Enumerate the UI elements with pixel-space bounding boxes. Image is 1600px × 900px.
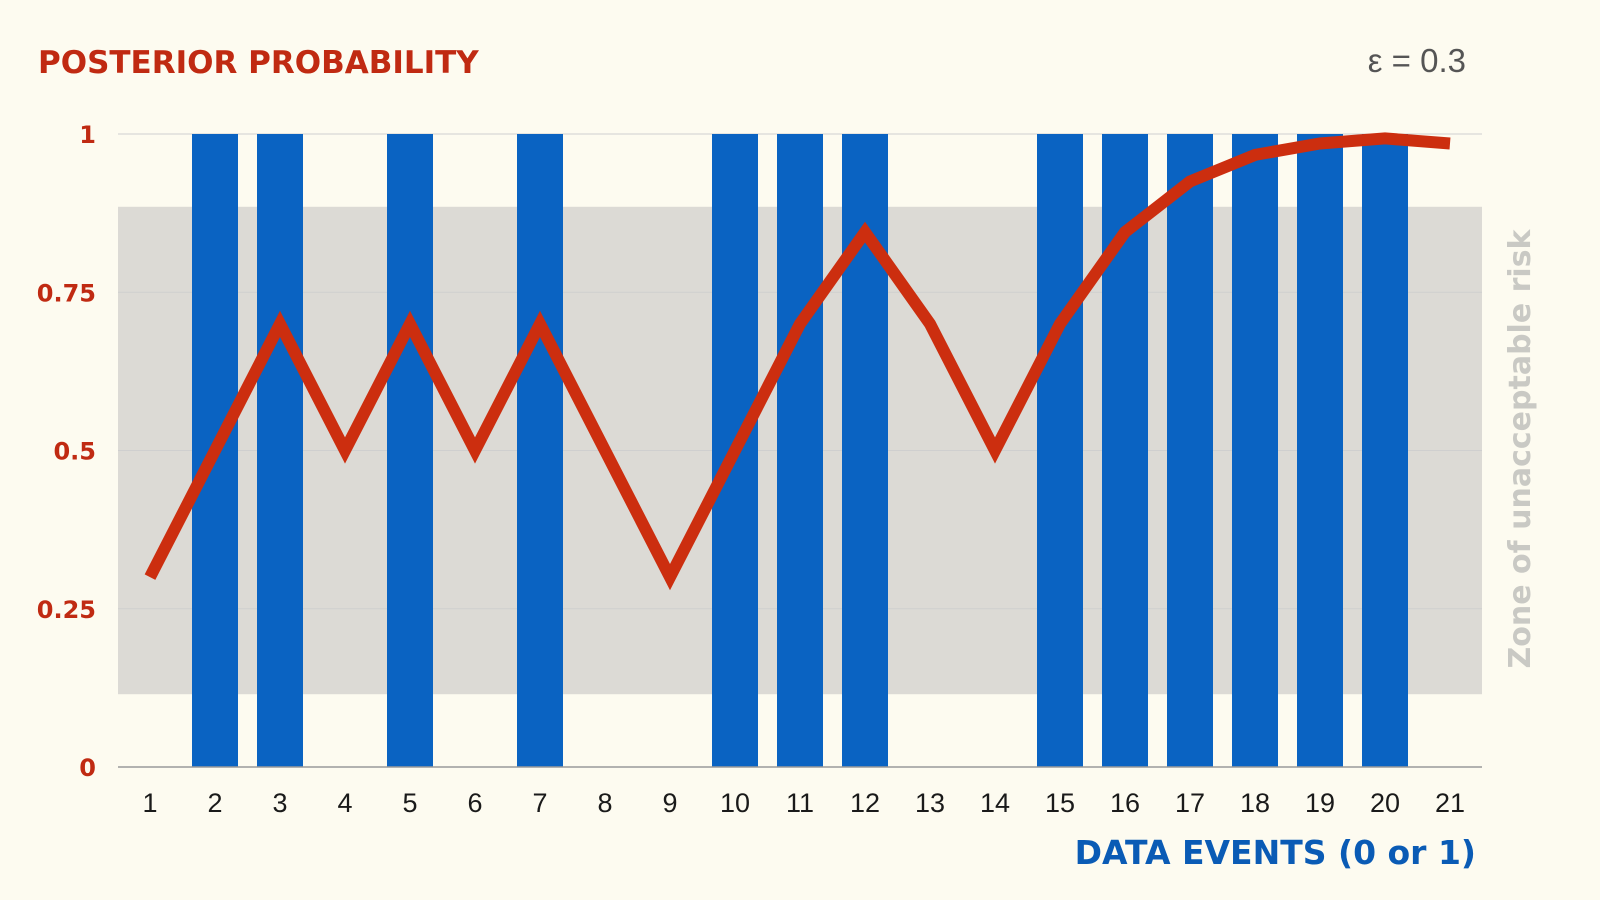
posterior-line — [144, 132, 1451, 591]
bar-20 — [1362, 134, 1408, 767]
x-tick-label: 16 — [1110, 788, 1140, 818]
chart-title: POSTERIOR PROBABILITY — [38, 45, 479, 81]
x-tick-label: 14 — [980, 788, 1010, 818]
x-tick-label: 15 — [1045, 788, 1075, 818]
x-tick-label: 7 — [532, 788, 547, 818]
x-tick-label: 13 — [915, 788, 945, 818]
bar-5 — [387, 134, 433, 767]
x-tick-labels: 1 2 3 4 5 6 7 8 9 10 11 12 13 14 15 16 17 18 19 20 21 — [142, 788, 1465, 818]
x-tick-label: 11 — [786, 788, 814, 818]
x-tick-label: 8 — [597, 788, 612, 818]
x-tick-label: 21 — [1435, 788, 1465, 818]
x-tick-label: 10 — [720, 788, 750, 818]
x-tick-label: 4 — [337, 788, 352, 818]
x-axis-label: DATA EVENTS (0 or 1) — [1075, 833, 1476, 872]
x-tick-label: 19 — [1305, 788, 1335, 818]
zone-label: Zone of unacceptable risk — [1503, 228, 1538, 668]
y-tick-label: 1 — [79, 121, 96, 149]
x-tick-label: 20 — [1370, 788, 1400, 818]
x-tick-label: 1 — [142, 788, 157, 818]
bar-11 — [777, 134, 823, 767]
y-tick-label: 0.75 — [37, 279, 96, 307]
x-tick-label: 9 — [662, 788, 677, 818]
bar-17 — [1167, 134, 1213, 767]
x-tick-label: 12 — [850, 788, 880, 818]
y-tick-label: 0.25 — [37, 596, 96, 624]
x-tick-label: 3 — [272, 788, 287, 818]
x-tick-label: 5 — [402, 788, 417, 818]
bar-7 — [517, 134, 563, 767]
bar-15 — [1037, 134, 1083, 767]
bar-18 — [1232, 134, 1278, 767]
bar-19 — [1297, 134, 1343, 767]
y-tick-label: 0 — [79, 754, 96, 782]
x-tick-label: 2 — [207, 788, 222, 818]
y-tick-labels: 0 0.25 0.5 0.75 1 — [37, 121, 96, 782]
bar-series — [192, 134, 1408, 767]
bar-3 — [257, 134, 303, 767]
y-tick-label: 0.5 — [53, 438, 96, 466]
x-tick-label: 18 — [1240, 788, 1270, 818]
x-tick-label: 17 — [1175, 788, 1205, 818]
epsilon-parameter-label: ε = 0.3 — [1368, 42, 1466, 79]
x-tick-label: 6 — [467, 788, 482, 818]
